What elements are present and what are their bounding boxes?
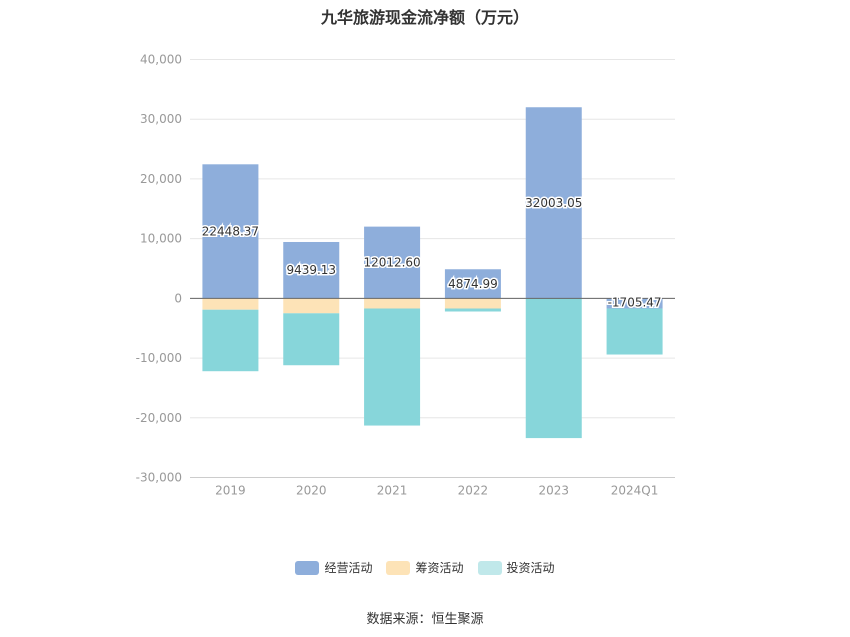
y-tick-label: -20,000 <box>136 411 182 425</box>
bar-financing <box>202 298 259 310</box>
legend-label-investing: 投资活动 <box>506 561 555 575</box>
y-tick-label: -30,000 <box>136 471 182 485</box>
y-tick-label: -10,000 <box>136 351 182 365</box>
bar-investing <box>606 308 663 355</box>
legend-item-financing[interactable]: 筹资活动 <box>386 559 464 576</box>
y-tick-label: 20,000 <box>140 172 182 186</box>
data-label: 9439.13 <box>286 263 336 277</box>
data-label: 4874.99 <box>448 277 498 291</box>
x-tick-label: 2020 <box>296 484 327 498</box>
legend-swatch-operating <box>295 560 320 575</box>
bar-investing <box>202 309 259 372</box>
bar-operating <box>202 164 259 299</box>
bar-operating <box>525 107 582 299</box>
data-label: -1705.47 <box>608 295 662 309</box>
y-tick-label: 30,000 <box>140 112 182 126</box>
bar-financing <box>283 298 340 314</box>
bar-investing <box>364 308 421 426</box>
x-tick-label: 2022 <box>458 484 489 498</box>
bar-operating <box>444 269 501 299</box>
bar-investing <box>283 313 340 366</box>
legend-item-operating[interactable]: 经营活动 <box>295 559 372 576</box>
gridlines <box>190 59 675 478</box>
source-note: 数据来源：恒生聚源 <box>366 612 484 627</box>
legend-swatch-financing <box>386 560 411 575</box>
y-tick-label: 10,000 <box>140 232 182 246</box>
bar-investing <box>525 298 582 439</box>
bar-operating <box>283 241 340 299</box>
legend-swatch-investing <box>477 560 502 575</box>
x-tick-label: 2023 <box>538 484 569 498</box>
legend-label-financing: 筹资活动 <box>415 561 464 575</box>
data-labels: 22448.37 9439.13 12012.60 4874.99 32003.05 -1… <box>200 194 663 311</box>
bar-financing <box>364 298 421 309</box>
legend-item-investing[interactable]: 投资活动 <box>477 559 555 576</box>
x-tick-label: 2021 <box>377 484 408 498</box>
legend: 经营活动 筹资活动 投资活动 <box>0 559 850 576</box>
bar-investing <box>444 308 501 312</box>
data-label: 12012.60 <box>363 255 420 269</box>
axes: 40,000 30,000 20,000 10,000 0 -10,000 -20,000 -… <box>136 53 675 498</box>
y-tick-label: 40,000 <box>140 53 182 67</box>
y-tick-label: 0 <box>174 291 182 305</box>
chart-title: 九华旅游现金流净额（万元） <box>320 8 529 27</box>
x-tick-label: 2024Q1 <box>611 484 659 498</box>
bar-operating <box>606 298 663 309</box>
bar-operating <box>364 226 421 299</box>
bars <box>202 107 663 439</box>
data-label: 22448.37 <box>202 224 259 238</box>
legend-label-operating: 经营活动 <box>324 561 373 575</box>
x-tick-label: 2019 <box>215 484 246 498</box>
data-label: 32003.05 <box>525 196 582 210</box>
bar-financing <box>444 298 501 309</box>
